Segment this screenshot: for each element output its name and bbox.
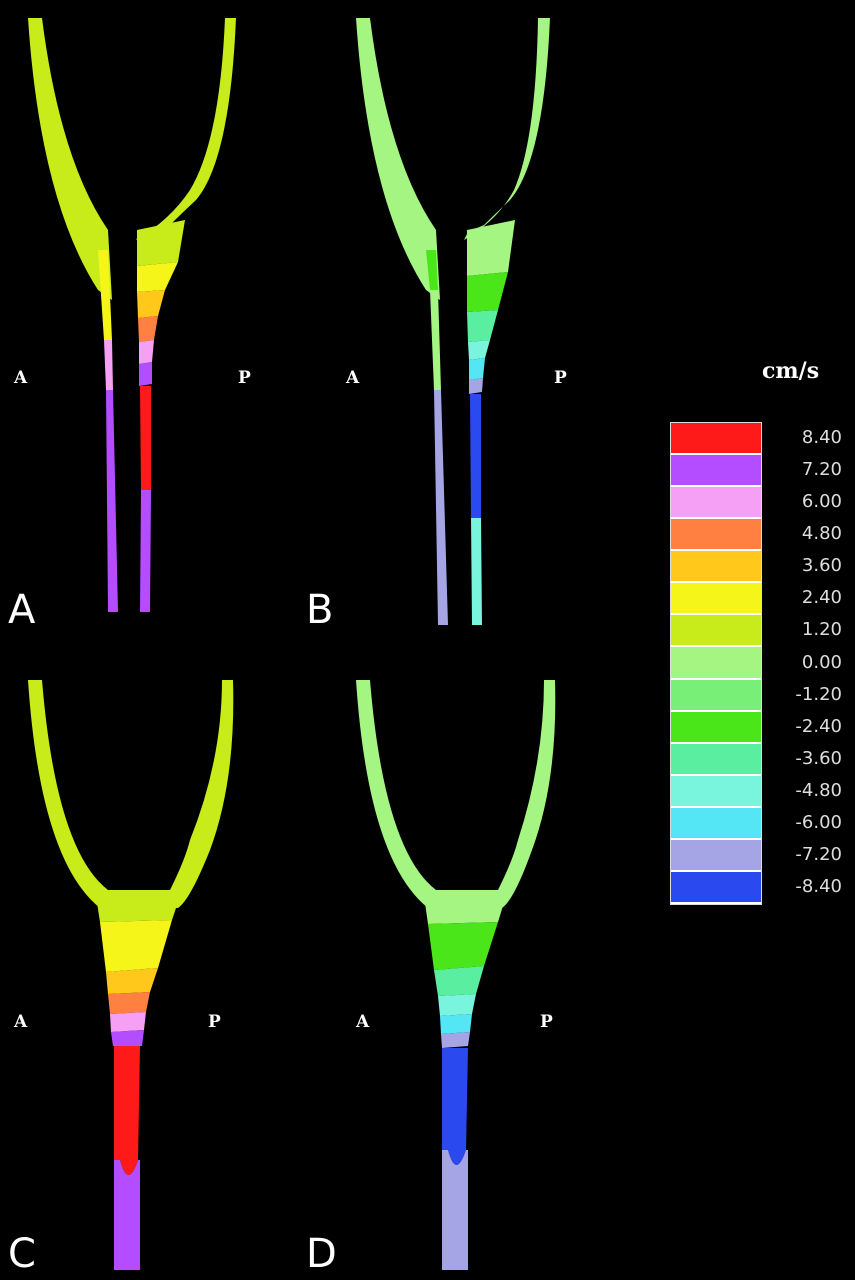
panel-c-funnel-5 xyxy=(110,1012,146,1032)
legend-swatch xyxy=(671,455,761,486)
panel-a-right-tube-bottom xyxy=(140,490,151,612)
panel-b: A P B xyxy=(306,0,630,640)
panel-d-letter: D xyxy=(306,1231,337,1277)
legend-tick-label: 6.00 xyxy=(801,491,842,513)
panel-a-right-funnel-3 xyxy=(137,290,165,318)
panel-a-plot xyxy=(28,18,236,612)
legend-tick-label: -7.20 xyxy=(795,843,842,865)
legend-swatch xyxy=(671,647,761,678)
panel-b-left-wall xyxy=(356,18,440,300)
legend-swatch xyxy=(671,583,761,614)
panel-a-right-funnel-2 xyxy=(137,262,178,292)
panel-c-tube-core xyxy=(114,1046,140,1175)
legend-tick-label: 0.00 xyxy=(801,651,842,673)
panel-a-left-channel xyxy=(98,250,112,340)
panel-b-plot xyxy=(356,18,550,625)
legend-swatch xyxy=(671,743,761,774)
panel-c-funnel-1 xyxy=(96,896,180,922)
panel-a: A P A xyxy=(0,0,300,640)
panel-d-funnel-4 xyxy=(438,994,476,1016)
legend-tick-label: -6.00 xyxy=(795,811,842,833)
legend-swatch xyxy=(671,487,761,518)
panel-a-right-tube-top xyxy=(139,362,152,386)
panel-b-left-channel xyxy=(426,250,438,290)
panel-d-funnel-1 xyxy=(424,896,506,924)
panel-b-posterior-label: P xyxy=(554,368,567,388)
legend-tick-label: -8.40 xyxy=(795,875,842,897)
panel-b-letter: B xyxy=(306,587,334,633)
legend-swatch xyxy=(671,711,761,742)
panel-d-posterior-label: P xyxy=(540,1012,553,1032)
legend-tick-label: 3.60 xyxy=(801,555,842,577)
legend-tick-label: -4.80 xyxy=(795,779,842,801)
panel-a-right-tube-core xyxy=(140,386,151,490)
panel-c-funnel-4 xyxy=(108,992,150,1014)
panel-a-right-funnel-5 xyxy=(139,340,154,364)
panel-b-right-funnel-2 xyxy=(467,272,508,312)
panel-d-funnel-5 xyxy=(440,1014,472,1034)
legend-swatch xyxy=(671,615,761,646)
panel-b-right-tube-core xyxy=(470,394,481,518)
panel-a-anterior-label: A xyxy=(14,368,28,388)
panel-d-tube-core xyxy=(442,1048,468,1165)
legend-swatch xyxy=(671,423,761,454)
panel-a-left-wall xyxy=(28,18,112,300)
panel-c-anterior-label: A xyxy=(14,1012,28,1032)
panel-d-tube-bottom xyxy=(442,1150,468,1270)
panel-b-right-tube-bottom xyxy=(471,518,482,625)
panel-b-right-funnel-3 xyxy=(467,310,498,342)
panel-b-right-wall xyxy=(464,18,550,240)
legend-tick-label: -3.60 xyxy=(795,747,842,769)
legend-swatch xyxy=(671,807,761,838)
panel-b-left-tube xyxy=(434,390,448,625)
panel-c-plot xyxy=(28,680,234,1270)
panel-d-anterior-label: A xyxy=(356,1012,370,1032)
panel-c-posterior-label: P xyxy=(208,1012,221,1032)
panel-c: A P C xyxy=(0,660,300,1280)
panel-a-right-wall xyxy=(136,18,236,240)
legend-swatch xyxy=(671,551,761,582)
legend-swatch xyxy=(671,775,761,806)
legend-swatch xyxy=(671,519,761,550)
panel-a-posterior-label: P xyxy=(238,368,251,388)
legend-tick-label: 2.40 xyxy=(801,587,842,609)
panel-d-funnel-3 xyxy=(434,966,484,996)
legend-tick-label: -2.40 xyxy=(795,715,842,737)
legend-tick-label: -1.20 xyxy=(795,683,842,705)
legend-swatch xyxy=(671,679,761,710)
panel-b-right-funnel-5 xyxy=(469,358,485,380)
legend-tick-label: 1.20 xyxy=(801,619,842,641)
panel-d-tube-top xyxy=(441,1032,470,1048)
panel-c-tube-top xyxy=(111,1030,144,1046)
panel-c-letter: C xyxy=(8,1231,36,1277)
panel-d-plot xyxy=(356,680,556,1270)
panel-a-letter: A xyxy=(8,587,36,633)
panel-c-tube-bottom xyxy=(114,1160,140,1270)
panel-a-left-tube xyxy=(106,390,118,612)
legend-color-bar xyxy=(670,422,762,905)
panel-b-right-funnel-1 xyxy=(467,220,515,276)
panel-c-funnel-2 xyxy=(100,920,172,972)
legend-tick-label: 7.20 xyxy=(801,459,842,481)
color-legend: cm/s 8.40 7.20 6.00 4.80 3.60 2.40 1.20 0.00 -1.… xyxy=(656,358,855,918)
legend-tick-label: 4.80 xyxy=(801,523,842,545)
panel-d: A P D xyxy=(306,660,630,1280)
legend-tick-label: 8.40 xyxy=(801,427,842,449)
panel-b-anterior-label: A xyxy=(346,368,360,388)
panel-a-left-tube-upper xyxy=(104,340,113,390)
panel-c-wall xyxy=(28,680,234,908)
panel-b-right-funnel-4 xyxy=(468,340,490,360)
panel-b-right-tube-top xyxy=(469,378,483,394)
legend-unit: cm/s xyxy=(762,358,820,384)
panel-c-funnel-3 xyxy=(106,968,158,994)
panel-a-right-funnel-1 xyxy=(137,220,185,266)
legend-swatch xyxy=(671,839,761,870)
panel-d-wall xyxy=(356,680,556,908)
panel-a-right-funnel-4 xyxy=(138,316,158,342)
legend-swatch xyxy=(671,871,761,902)
panel-d-funnel-2 xyxy=(428,922,498,970)
panel-b-left-tube-upper xyxy=(430,290,441,390)
